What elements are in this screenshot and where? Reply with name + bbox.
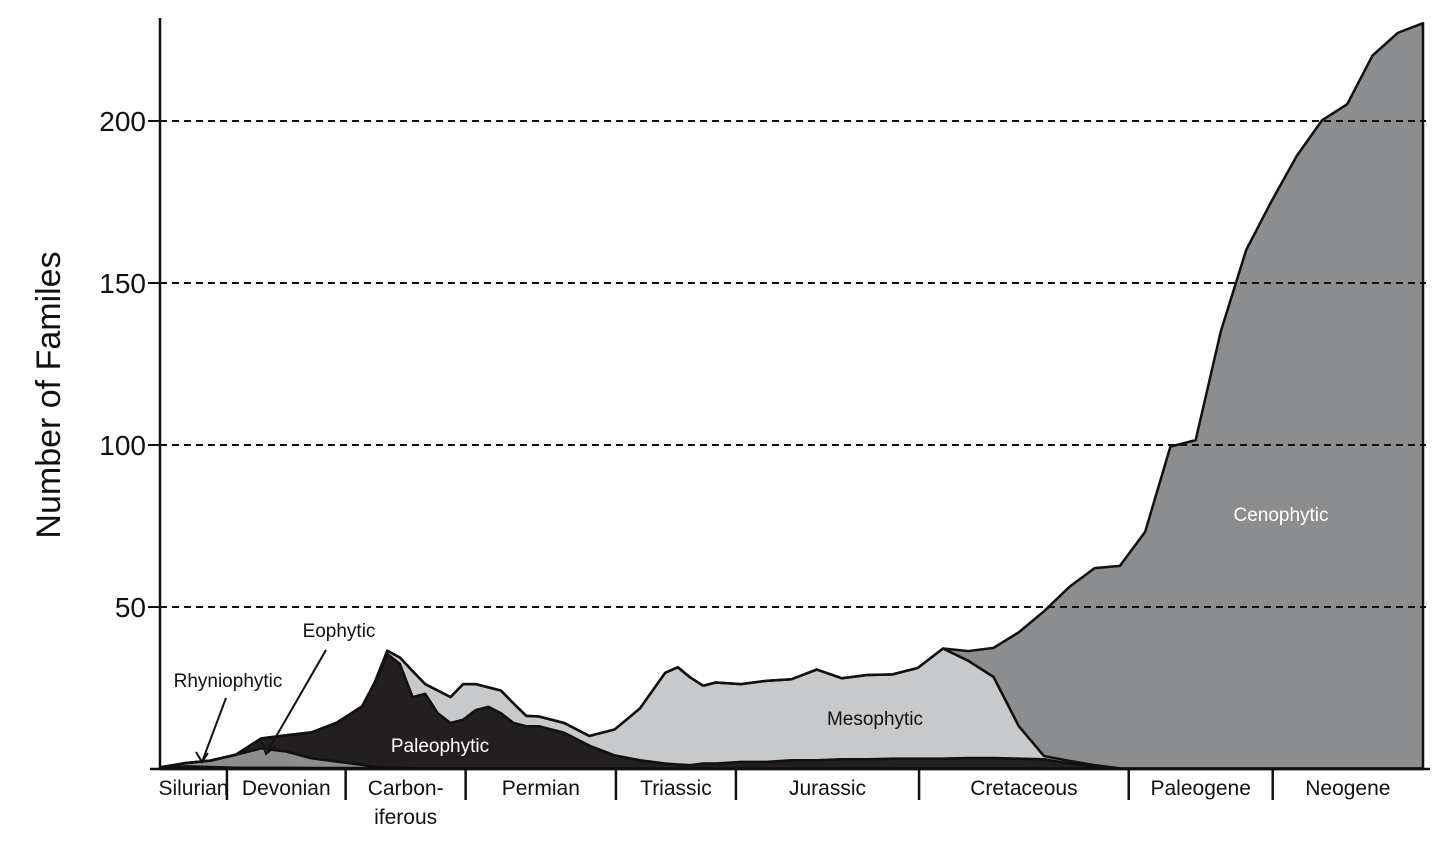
eophytic-arrow <box>261 649 327 756</box>
period-label-8: Paleogene <box>1150 777 1250 800</box>
y-ticks: 50 100 150 200 <box>99 106 160 623</box>
label-mesophytic: Mesophytic <box>827 709 923 730</box>
y-tick-label-50: 50 <box>115 592 146 623</box>
period-label-7: Cretaceous <box>970 777 1077 800</box>
label-paleophytic: Paleophytic <box>391 736 489 757</box>
period-label-6: Jurassic <box>789 777 866 800</box>
period-label-5: Triassic <box>640 777 712 800</box>
period-label-1: Silurian <box>158 777 228 800</box>
y-tick-label-150: 150 <box>99 268 146 299</box>
gridlines <box>160 120 1426 608</box>
period-label-4: Permian <box>502 777 580 800</box>
y-tick-label-200: 200 <box>99 106 146 137</box>
axes <box>150 18 1430 771</box>
label-eophytic: Eophytic <box>303 621 376 642</box>
period-label-3-line2: iferous <box>374 806 437 829</box>
y-axis-label: Number of Familes <box>30 251 68 538</box>
x-period-labels: Silurian Devonian Carbon-iferous Permian Tri… <box>158 769 1390 829</box>
area-cenophytic <box>158 21 1425 770</box>
chart-areas <box>158 21 1425 771</box>
period-label-3: Carbon- <box>368 777 444 800</box>
y-tick-label-100: 100 <box>99 430 146 461</box>
period-label-9: Neogene <box>1305 777 1390 800</box>
rhyniophytic-arrow <box>195 697 227 764</box>
label-cenophytic: Cenophytic <box>1233 505 1328 526</box>
label-rhyniophytic: Rhyniophytic <box>174 671 283 692</box>
period-label-2: Devonian <box>242 777 331 800</box>
